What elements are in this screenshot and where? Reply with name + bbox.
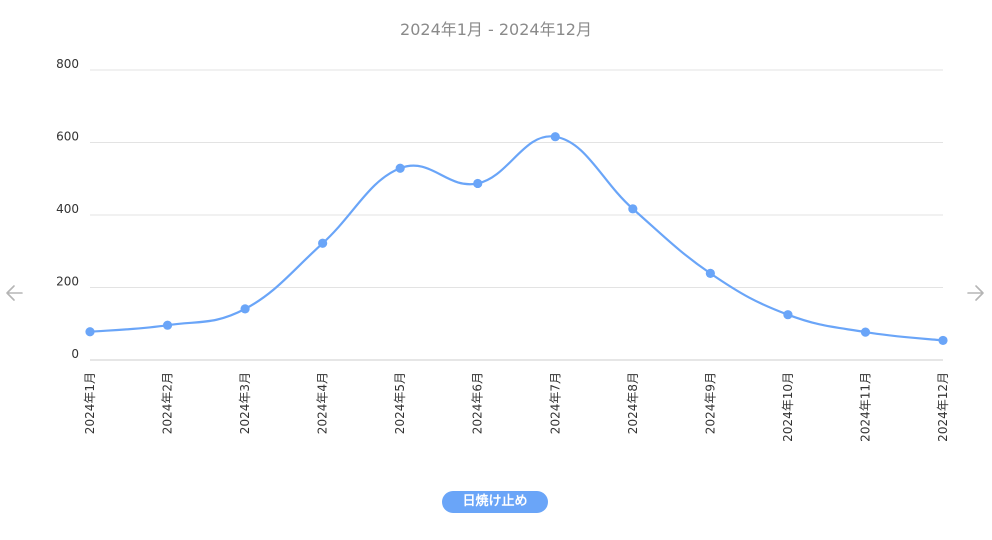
data-point[interactable] — [240, 304, 250, 314]
y-tick-label: 600 — [56, 130, 79, 144]
data-point[interactable] — [318, 238, 328, 248]
grid-layer — [90, 69, 943, 361]
data-point[interactable] — [395, 163, 405, 173]
x-tick-label: 2024年10月 — [781, 372, 795, 442]
data-point[interactable] — [860, 327, 871, 337]
data-point[interactable] — [705, 268, 715, 278]
y-tick-label: 400 — [56, 202, 79, 216]
x-tick-label: 2024年9月 — [703, 372, 717, 434]
x-tick-label: 2024年5月 — [393, 372, 407, 434]
x-tick-label: 2024年11月 — [858, 372, 872, 442]
arrow-right-icon[interactable] — [963, 280, 987, 306]
x-tick-label: 2024年1月 — [83, 372, 97, 434]
data-point[interactable] — [628, 204, 638, 214]
data-point[interactable] — [550, 132, 560, 142]
x-tick-label: 2024年12月 — [936, 372, 950, 442]
y-tick-label: 800 — [56, 57, 79, 71]
y-tick-label: 200 — [56, 275, 79, 289]
data-point[interactable] — [85, 327, 95, 337]
x-tick-label: 2024年3月 — [238, 372, 252, 434]
data-point[interactable] — [938, 335, 948, 346]
x-axis-ticks: 2024年1月 2024年2月 2024年3月 2024年4月 2024年5月 2024年… — [83, 372, 950, 442]
x-tick-label: 2024年4月 — [316, 372, 330, 434]
arrow-left-icon[interactable] — [3, 280, 27, 306]
series-line — [89, 135, 944, 342]
series-layer — [85, 132, 948, 346]
y-axis-ticks: 0 200 400 600 800 — [56, 57, 79, 361]
data-point[interactable] — [162, 320, 173, 330]
x-tick-label: 2024年8月 — [626, 372, 640, 434]
legend-item-sunscreen[interactable]: 日焼け止め — [442, 491, 548, 513]
x-tick-label: 2024年7月 — [548, 372, 562, 434]
x-tick-label: 2024年2月 — [161, 372, 175, 434]
x-tick-label: 2024年6月 — [471, 372, 485, 434]
data-point[interactable] — [783, 310, 793, 320]
data-point[interactable] — [473, 178, 483, 189]
date-range-title: 2024年1月 - 2024年12月 — [400, 20, 592, 39]
y-tick-label: 0 — [71, 347, 79, 361]
